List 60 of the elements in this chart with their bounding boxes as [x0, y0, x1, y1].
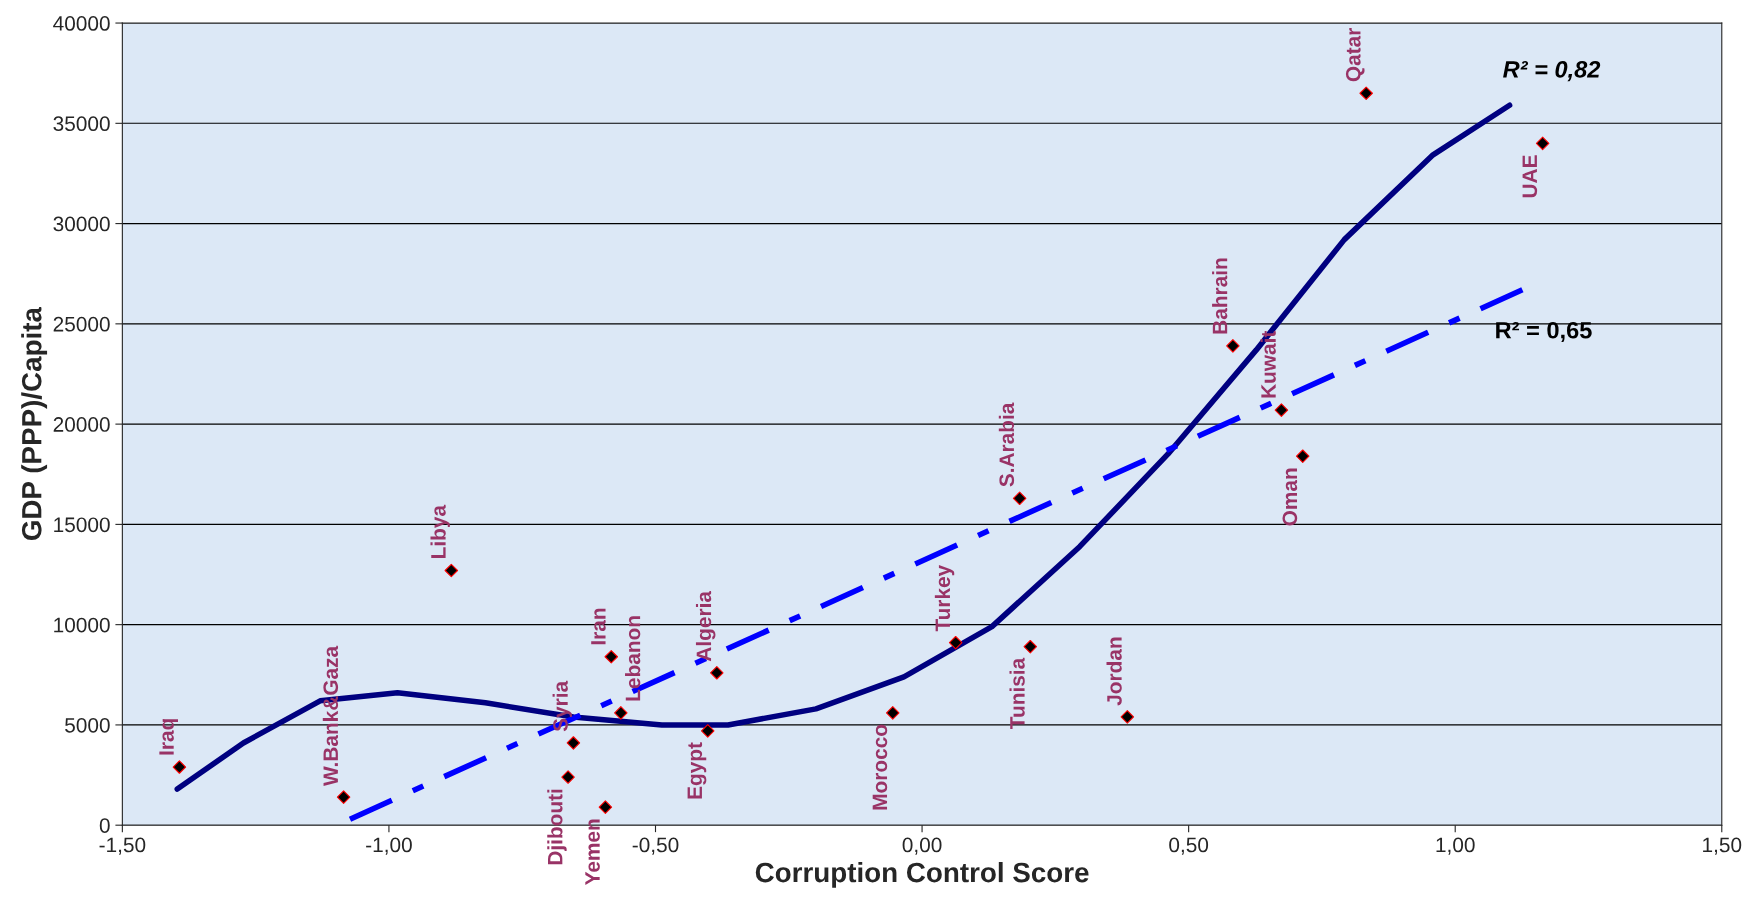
annotation: Qatar	[1345, 28, 1365, 82]
annotation: R² = 0,65	[1496, 321, 1592, 343]
y-tick-label: 15000	[54, 517, 110, 533]
y-tick-label: 40000	[53, 16, 110, 31]
point	[336, 790, 351, 804]
point	[710, 666, 724, 680]
annotation: Iraq	[159, 719, 179, 755]
point	[444, 563, 459, 578]
point	[561, 770, 575, 784]
point	[604, 649, 619, 664]
annotation: Morocco	[872, 724, 888, 810]
y-tick-label: 20000	[53, 417, 110, 432]
annotation: Tunisia	[1009, 657, 1025, 729]
annotation: Syria	[552, 680, 572, 732]
point	[1023, 639, 1038, 654]
annotation: Egypt	[687, 742, 707, 799]
annotation: R² = 0,82	[1503, 61, 1601, 82]
point	[598, 800, 613, 814]
x-tick-label: -1,50	[99, 837, 146, 855]
point	[1012, 491, 1027, 506]
annotation: S.Arabia	[998, 402, 1015, 487]
point	[1120, 710, 1135, 724]
y-tick-label: 0	[99, 818, 110, 833]
y-tick-label: 35000	[53, 116, 110, 132]
x-tick-label: 1,50	[1703, 837, 1742, 855]
annotation: Bahrain	[1212, 258, 1228, 334]
annotation: W.Bank&Gaza	[322, 645, 339, 786]
point	[172, 760, 187, 774]
point	[948, 635, 963, 650]
annotation: Iran	[591, 608, 606, 645]
annotation: Djibouti	[547, 789, 567, 865]
point	[700, 724, 715, 738]
point	[1535, 136, 1550, 151]
x-axis-title: Corruption Control Score	[755, 861, 1089, 888]
point	[614, 706, 628, 720]
y-tick-label: 10000	[54, 617, 110, 633]
x-tick-label: -1,00	[366, 837, 412, 855]
x-tick-label: 0,50	[1169, 837, 1209, 855]
point	[566, 736, 581, 750]
annotation: Lebanon	[625, 616, 641, 701]
x-tick-label: 0,00	[902, 837, 942, 855]
annotation: Jordan	[1106, 637, 1122, 706]
annotation: Algeria	[695, 590, 716, 662]
y-axis-title: GDP (PPP)/Capita	[21, 306, 48, 541]
annotation: Kuwait	[1260, 330, 1276, 398]
point	[1359, 86, 1373, 101]
x-tick-label: 1,00	[1436, 837, 1475, 855]
point	[1274, 403, 1289, 417]
y-tick-label: 5000	[65, 717, 110, 733]
point	[885, 706, 900, 720]
annotation: Turkey	[934, 564, 955, 632]
y-tick-label: 30000	[53, 216, 110, 232]
y-tick-label: 25000	[53, 316, 110, 332]
annotation: Libya	[430, 504, 450, 559]
point	[1295, 449, 1310, 463]
x-tick-label: -0,50	[632, 837, 679, 855]
annotation: Oman	[1282, 468, 1298, 526]
annotation: UAE	[1522, 155, 1538, 198]
annotation: Yemen	[585, 819, 600, 886]
point	[1226, 339, 1240, 353]
